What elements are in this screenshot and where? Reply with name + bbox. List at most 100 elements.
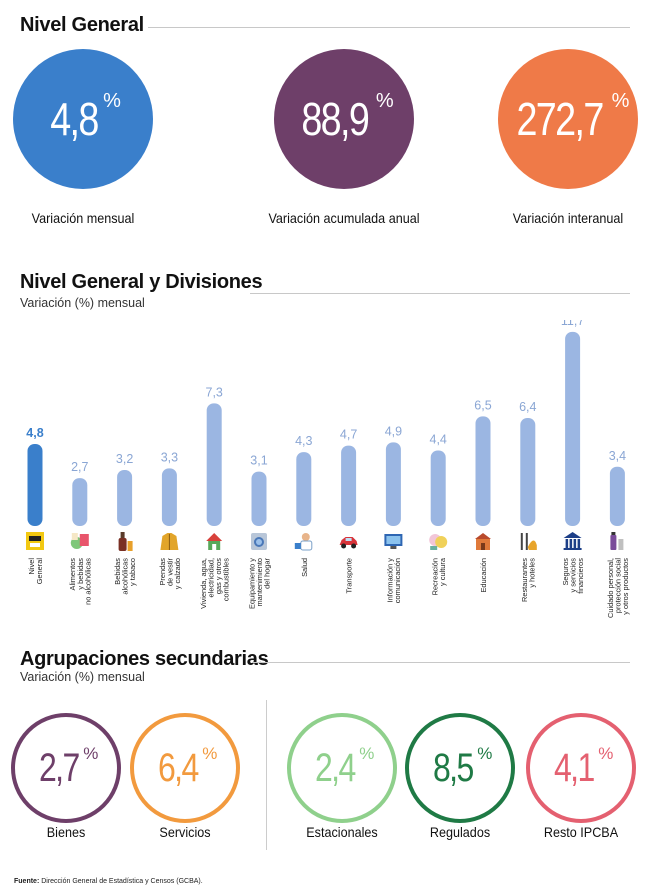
food-icon (70, 533, 89, 549)
nivel-general-title: Nivel General (20, 14, 144, 36)
category-label-line: comunicación (393, 558, 402, 603)
percent-sign: % (375, 90, 394, 112)
category-label-line: combustibles (222, 558, 231, 601)
annual-accumulated-circle: 88,9% (274, 49, 414, 189)
bar-value-label-13: 3,4 (609, 449, 626, 463)
theater-masks-icon (429, 534, 448, 550)
agrupaciones-subtitle: Variación (%) mensual (20, 670, 145, 684)
category-label-line: y otros productos (621, 558, 630, 615)
bar-value-label-6: 4,3 (295, 434, 312, 448)
computer-icon (384, 534, 403, 549)
percent-sign: % (202, 743, 218, 763)
bar-value-label-1: 2,7 (71, 460, 88, 474)
house-icon (206, 533, 223, 550)
section-rule (250, 293, 630, 294)
category-label-line: alcohólicas (121, 558, 130, 595)
resto-ipcba-label: Resto IPCBA (543, 824, 619, 840)
servicios-value: 6,4 (157, 745, 199, 790)
divisiones-subtitle: Variación (%) mensual (20, 296, 145, 310)
resto-ipcba-ring: 4,1% (526, 713, 636, 823)
category-label-2: Bebidasalcohólicasy tabaco (113, 558, 137, 595)
regulados-value: 8,5 (432, 745, 474, 790)
bottle-icon (118, 532, 133, 551)
category-label-line: Cuidado personal, (606, 558, 615, 618)
category-label-0: NivelGeneral (27, 558, 44, 585)
category-label-line: Vivienda, agua, (199, 558, 208, 609)
category-label-line: y calzado (173, 558, 182, 589)
category-label-7: Transporte (345, 558, 354, 593)
bar-5 (251, 471, 267, 526)
category-label-line: Transporte (345, 558, 354, 593)
bar-value-label-0: 4,8 (26, 426, 43, 440)
percent-sign: % (477, 743, 493, 763)
regulados-label: Regulados (429, 824, 491, 840)
bar-11 (520, 418, 536, 526)
category-label-10: Educación (479, 558, 488, 593)
category-label-line: del hogar (263, 557, 272, 588)
bar-value-label-2: 3,2 (116, 452, 133, 466)
percent-sign: % (598, 743, 614, 763)
category-label-9: Recreacióny cultura (430, 557, 447, 595)
estacionales-ring: 2,4% (287, 713, 397, 823)
washing-machine-icon (251, 533, 267, 550)
category-label-1: Alimentosy bebidasno alcohólicas (68, 558, 92, 605)
bar-0 (27, 444, 43, 526)
bar-9 (430, 450, 446, 526)
category-label-line: y tabaco (128, 558, 137, 586)
bar-13 (609, 466, 625, 526)
doctor-icon (294, 533, 313, 551)
annual-accumulated-label: Variación acumulada anual (268, 210, 420, 226)
bar-value-label-3: 3,3 (161, 450, 178, 464)
monthly-variation-value: 4,8 (50, 93, 99, 145)
interannual-label: Variación interanual (512, 210, 624, 226)
category-label-line: y servicios (569, 558, 578, 593)
car-icon (339, 537, 358, 549)
estacionales-value: 2,4 (314, 745, 356, 790)
ipc-logo-icon (26, 532, 44, 550)
interannual-value: 272,7 (515, 93, 604, 145)
category-label-line: gas y otros (214, 558, 223, 594)
percent-sign: % (359, 743, 375, 763)
regulados-ring: 8,5% (405, 713, 515, 823)
bar-6 (296, 452, 312, 526)
category-label-line: Restaurantes (520, 558, 529, 602)
category-label-line: Nivel (27, 558, 36, 575)
category-label-5: Equipamiento ymantenimientodel hogar (247, 557, 271, 608)
category-label-line: General (35, 558, 44, 585)
source-note: Fuente: Dirección General de Estadística… (14, 878, 203, 885)
category-label-line: electricidad, (206, 558, 215, 597)
bar-3 (161, 468, 177, 526)
divisiones-title: Nivel General y Divisiones (20, 271, 263, 293)
percent-sign: % (83, 743, 99, 763)
category-label-line: Salud (300, 558, 309, 577)
category-label-12: Segurosy serviciosfinancieros (561, 558, 585, 594)
category-label-line: Seguros (561, 558, 570, 586)
bienes-ring: 2,7% (11, 713, 121, 823)
category-label-8: Información ycomunicación (386, 558, 403, 603)
category-label-11: Restaurantesy hoteles (520, 558, 537, 602)
category-label-line: de vestir (165, 557, 174, 585)
group-divider (266, 700, 267, 850)
bar-8 (385, 442, 401, 526)
servicios-label: Servicios (159, 824, 211, 840)
category-label-line: y hoteles (528, 558, 537, 588)
percent-sign: % (103, 90, 121, 112)
source-prefix: Fuente: (14, 878, 40, 885)
category-label-line: Recreación (430, 558, 439, 595)
category-label-line: no alcohólicas (83, 558, 92, 605)
category-label-line: Bebidas (113, 558, 122, 585)
bar-value-label-7: 4,7 (340, 428, 357, 442)
bienes-value: 2,7 (38, 745, 80, 790)
bar-12 (565, 331, 581, 526)
category-label-line: Educación (479, 558, 488, 593)
category-label-line: Prendas (158, 558, 167, 586)
bank-icon (563, 532, 582, 550)
bar-1 (72, 478, 88, 526)
bar-2 (117, 470, 133, 526)
bar-value-label-12: 11,7 (561, 320, 584, 328)
estacionales-label: Estacionales (306, 824, 378, 840)
category-label-line: Alimentos (68, 558, 77, 591)
bar-4 (206, 403, 222, 526)
interannual-circle: 272,7% (498, 49, 638, 189)
category-label-line: protección social (613, 558, 622, 613)
